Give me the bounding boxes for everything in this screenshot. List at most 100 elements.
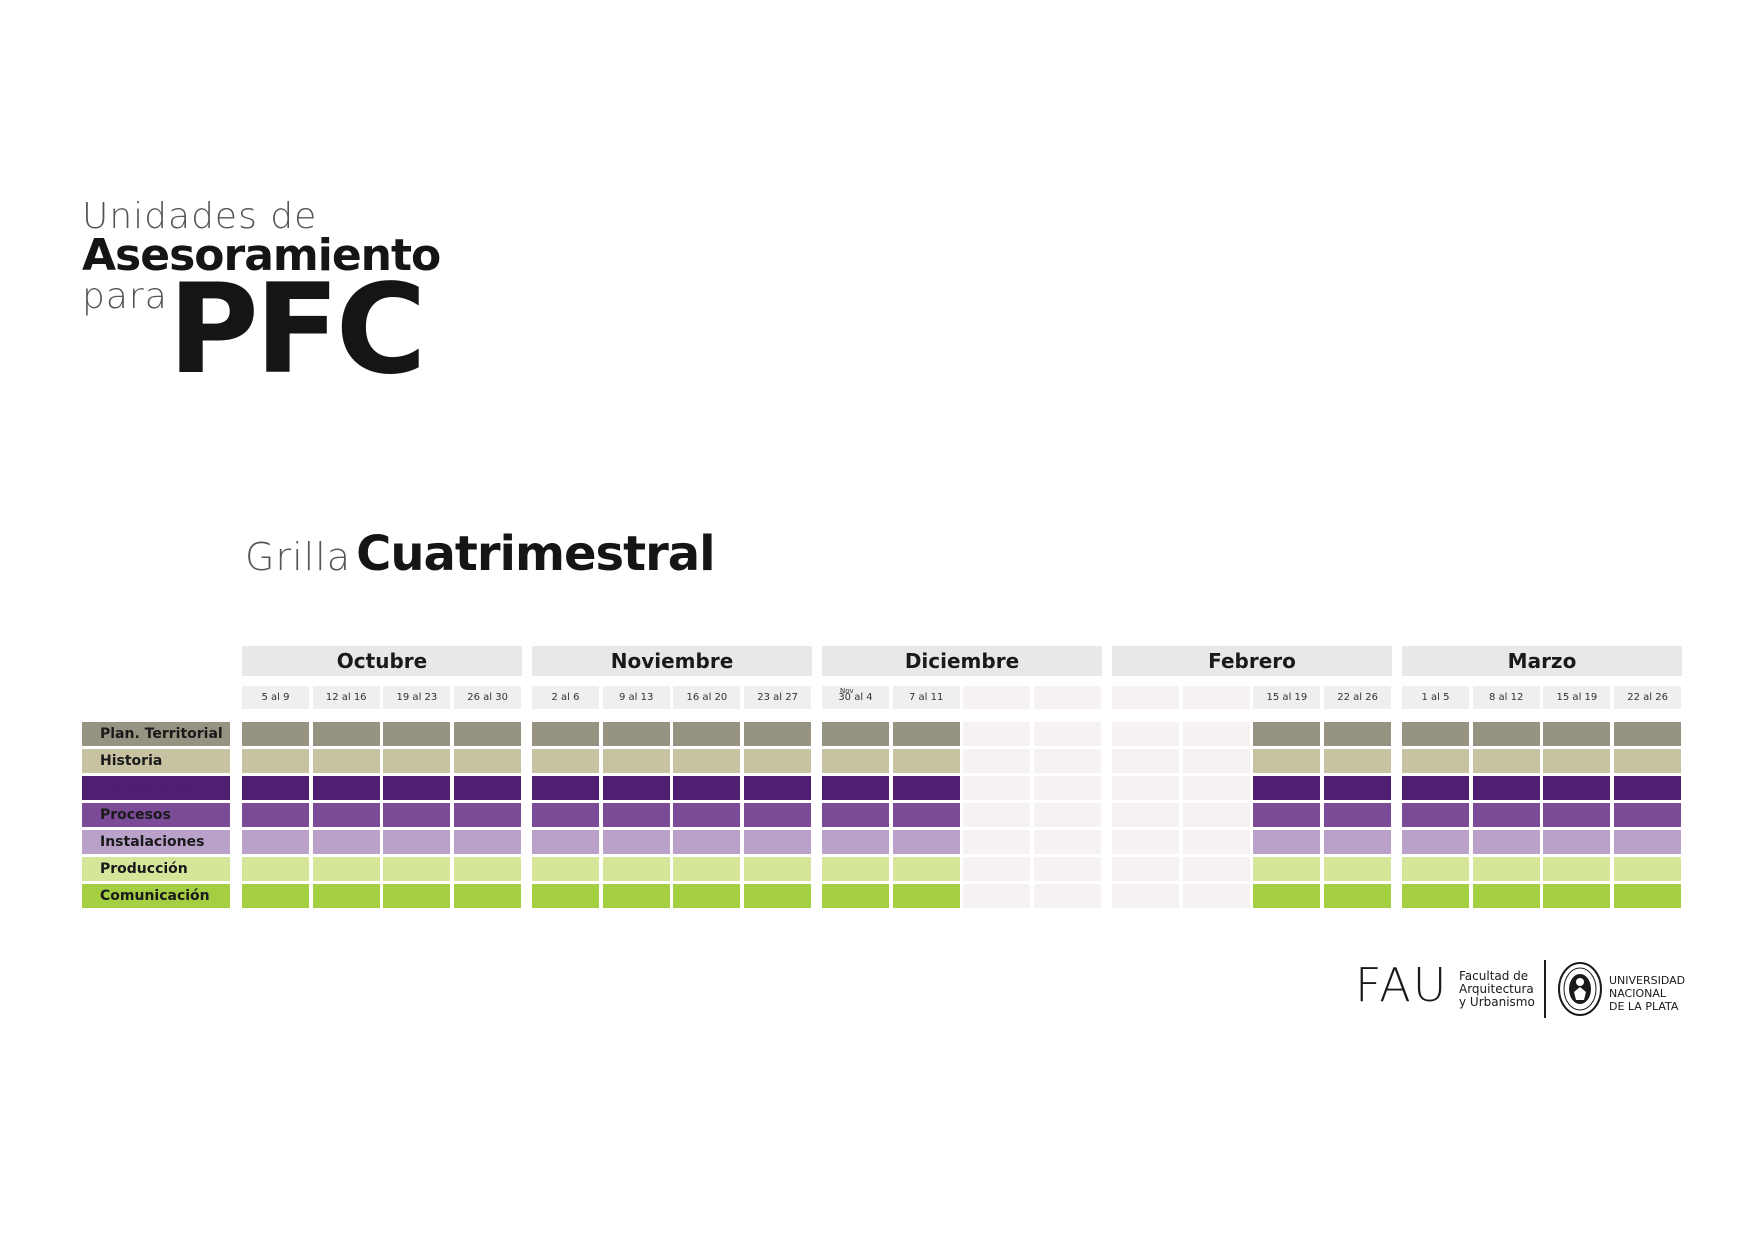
schedule-cell <box>1253 749 1321 773</box>
schedule-cell <box>1253 830 1321 854</box>
schedule-cell <box>744 857 812 881</box>
schedule-cell <box>673 749 741 773</box>
row-label: Procesos <box>82 803 230 827</box>
schedule-cell <box>1402 749 1469 773</box>
schedule-cell <box>673 830 741 854</box>
schedule-cell <box>1614 803 1682 827</box>
week-header: 26 al 30 <box>454 686 522 709</box>
schedule-cell <box>532 830 599 854</box>
schedule-cell <box>383 722 451 746</box>
schedule-cell <box>454 857 522 881</box>
schedule-cell <box>1182 857 1250 881</box>
schedule-cell <box>1034 803 1102 827</box>
schedule-cell <box>1402 857 1469 881</box>
schedule-cell <box>383 776 451 800</box>
week-header: 8 al 12 <box>1472 686 1540 709</box>
schedule-cell <box>1543 857 1611 881</box>
schedule-cell <box>1324 830 1392 854</box>
schedule-cell <box>963 749 1031 773</box>
week-header: 1 al 5 <box>1402 686 1469 709</box>
schedule-cell <box>673 857 741 881</box>
schedule-cell <box>892 722 960 746</box>
schedule-cell <box>1614 722 1682 746</box>
week-header: 5 al 9 <box>242 686 309 709</box>
schedule-cell <box>1034 830 1102 854</box>
schedule-cell <box>1402 830 1469 854</box>
schedule-cell <box>744 776 812 800</box>
footer-logos: FAU Facultad de Arquitectura y Urbanismo… <box>1355 960 1685 1020</box>
unlp-seal-icon <box>1558 962 1602 1016</box>
schedule-cell <box>1034 749 1102 773</box>
schedule-cell <box>1112 884 1179 908</box>
row-label: Plan. Territorial <box>82 722 230 746</box>
schedule-cell <box>892 776 960 800</box>
title-line-1: Unidades de <box>82 196 318 237</box>
schedule-cell <box>1112 803 1179 827</box>
schedule-cell <box>242 857 309 881</box>
schedule-cell <box>532 749 599 773</box>
row-label: Instalaciones <box>82 830 230 854</box>
month-header: Febrero <box>1112 646 1392 676</box>
row-label: Producción <box>82 857 230 881</box>
week-header: 22 al 26 <box>1324 686 1392 709</box>
schedule-cell <box>892 857 960 881</box>
schedule-cell <box>673 803 741 827</box>
schedule-cell <box>1112 830 1179 854</box>
schedule-cell <box>532 857 599 881</box>
schedule-cell <box>602 884 670 908</box>
schedule-cell <box>822 749 889 773</box>
schedule-cell <box>1402 803 1469 827</box>
schedule-cell <box>242 884 309 908</box>
schedule-cell <box>1614 884 1682 908</box>
schedule-cell <box>312 803 380 827</box>
week-header: 9 al 13 <box>602 686 670 709</box>
schedule-cell <box>1324 749 1392 773</box>
schedule-cell <box>1614 776 1682 800</box>
schedule-cell <box>1614 857 1682 881</box>
schedule-cell <box>1402 884 1469 908</box>
schedule-cell <box>1543 803 1611 827</box>
row-label: Comunicación <box>82 884 230 908</box>
schedule-cell <box>532 776 599 800</box>
schedule-cell <box>1472 803 1540 827</box>
week-header: 15 al 19 <box>1543 686 1611 709</box>
week-header: 12 al 16 <box>312 686 380 709</box>
schedule-cell <box>454 830 522 854</box>
title-line-2: Asesoramiento <box>82 230 441 281</box>
schedule-cell <box>1034 722 1102 746</box>
schedule-cell <box>744 749 812 773</box>
schedule-cell <box>1472 722 1540 746</box>
grid-title-bold: Cuatrimestral <box>356 526 715 582</box>
schedule-cell <box>1324 776 1392 800</box>
schedule-cell <box>963 722 1031 746</box>
fau-name-line: Arquitectura <box>1459 982 1534 996</box>
week-header <box>1182 686 1250 709</box>
fau-name: Facultad de Arquitectura y Urbanismo <box>1459 970 1535 1009</box>
schedule-cell <box>532 803 599 827</box>
fau-name-line: Facultad de <box>1459 969 1529 983</box>
schedule-cell <box>822 830 889 854</box>
schedule-cell <box>454 884 522 908</box>
schedule-cell <box>242 722 309 746</box>
schedule-cell <box>1543 749 1611 773</box>
schedule-cell <box>1182 722 1250 746</box>
schedule-cell <box>454 722 522 746</box>
schedule-cell <box>822 722 889 746</box>
month-header: Noviembre <box>532 646 812 676</box>
schedule-cell <box>602 857 670 881</box>
schedule-cell <box>312 830 380 854</box>
schedule-cell <box>1324 803 1392 827</box>
schedule-cell <box>312 857 380 881</box>
title-pfc: PFC <box>168 258 427 402</box>
schedule-cell <box>963 830 1031 854</box>
unlp-name: UNIVERSIDAD NACIONAL DE LA PLATA <box>1609 974 1685 1013</box>
schedule-cell <box>963 803 1031 827</box>
schedule-cell <box>822 776 889 800</box>
schedule-cell <box>1034 776 1102 800</box>
schedule-cell <box>602 803 670 827</box>
logo-divider <box>1544 960 1546 1018</box>
schedule-cell <box>532 722 599 746</box>
schedule-cell <box>892 803 960 827</box>
schedule-cell <box>822 884 889 908</box>
schedule-cell <box>1543 830 1611 854</box>
